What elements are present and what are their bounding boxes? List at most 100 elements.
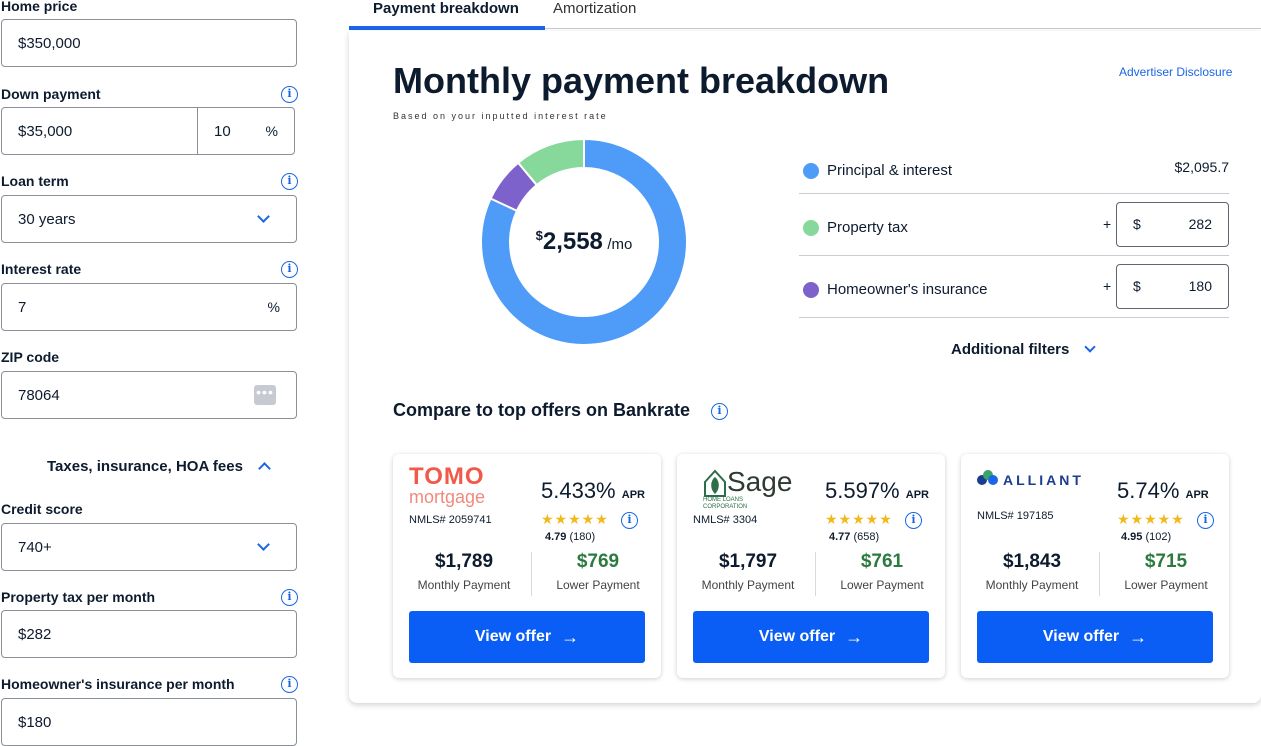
divider <box>799 193 1229 194</box>
property-tax-amount-input[interactable]: $ 282 <box>1116 202 1229 247</box>
arrow-right-icon: → <box>845 626 864 647</box>
credit-score-select[interactable]: 740+ <box>1 523 297 571</box>
chevron-down-icon <box>257 538 270 551</box>
monthly-payment: $1,797 Monthly Payment <box>677 551 819 592</box>
property-tax-value: $282 <box>18 625 52 643</box>
apr-label: APR <box>1185 489 1209 501</box>
apr-value: 5.597% <box>825 478 900 503</box>
interest-rate-label: Interest rate <box>1 261 82 277</box>
plus-sign: + <box>1103 216 1112 232</box>
tab-label: Payment breakdown <box>373 0 519 17</box>
legend-label: Principal & interest <box>827 162 953 179</box>
divider <box>815 552 816 596</box>
nmls-number: NMLS# 197185 <box>977 510 1054 522</box>
lower-payment: $769 Lower Payment <box>535 551 661 592</box>
taxes-toggle[interactable]: Taxes, insurance, HOA fees <box>47 458 243 475</box>
advertiser-disclosure-link[interactable]: Advertiser Disclosure <box>1119 65 1233 79</box>
legend-label: Homeowner's insurance <box>827 281 988 298</box>
tab-payment-breakdown[interactable]: Payment breakdown <box>349 0 545 30</box>
plus-sign: + <box>1103 278 1112 294</box>
view-offer-button[interactable]: View offer → <box>977 611 1213 663</box>
offer-card-sage: Sage HOME LOANS CORPORATION NMLS# 3304 5… <box>677 454 945 678</box>
info-icon[interactable]: i <box>281 173 298 190</box>
monthly-payment-value: $1,843 <box>1002 551 1062 572</box>
subtitle: Based on your inputted interest rate <box>393 111 608 121</box>
loan-term-label: Loan term <box>1 173 69 189</box>
rating: 4.79 (180) <box>545 531 595 543</box>
info-icon[interactable]: i <box>281 261 298 278</box>
nmls-number: NMLS# 3304 <box>693 514 758 526</box>
donut-total: $2,558 /mo <box>484 228 684 256</box>
logo-text: Sage <box>727 466 793 497</box>
down-payment-percent-input[interactable]: 10% <box>197 107 295 155</box>
zip-code-input[interactable]: 78064 ••• <box>1 371 297 419</box>
apr-value: 5.74% <box>1117 478 1180 503</box>
rating-value: 4.95 <box>1121 531 1143 543</box>
more-dots-icon: ••• <box>254 385 276 405</box>
tax-amount: 282 <box>1188 216 1212 232</box>
total-period: /mo <box>607 236 633 253</box>
rating-value: 4.77 <box>829 531 851 543</box>
interest-rate-value: 7 <box>18 298 27 316</box>
view-offer-button[interactable]: View offer → <box>409 611 645 663</box>
total-amount: 2,558 <box>542 228 603 255</box>
donut-segment-property-tax <box>516 138 585 187</box>
monthly-payment-label: Monthly Payment <box>985 578 1079 592</box>
info-icon[interactable]: i <box>281 86 298 103</box>
property-tax-input[interactable]: $282 <box>1 610 297 658</box>
review-count: (102) <box>1145 531 1172 543</box>
info-icon[interactable]: i <box>281 589 298 606</box>
apr-label: APR <box>621 489 645 501</box>
info-icon[interactable]: i <box>1197 512 1214 529</box>
logo-subtext: mortgage <box>409 487 486 507</box>
alliant-mark-icon <box>977 470 998 485</box>
logo-text: TOMO <box>409 463 485 490</box>
star-icon: ★★★★★ <box>541 511 609 527</box>
monthly-payment-label: Monthly Payment <box>417 578 511 592</box>
review-count: (658) <box>853 531 880 543</box>
additional-filters-label: Additional filters <box>951 341 1070 358</box>
arrow-right-icon: → <box>1129 626 1148 647</box>
dollar-sign: $ <box>1133 216 1141 232</box>
review-count: (180) <box>569 531 596 543</box>
monthly-payment-value: $1,789 <box>434 551 494 572</box>
info-icon[interactable]: i <box>711 403 728 420</box>
divider <box>531 552 532 596</box>
home-price-input[interactable]: $350,000 <box>1 19 297 67</box>
zip-code-value: 78064 <box>18 386 60 404</box>
tab-divider <box>349 28 1261 29</box>
button-label: View offer <box>758 628 836 645</box>
divider <box>799 255 1229 256</box>
lower-payment-value: $715 <box>1144 551 1188 572</box>
total-currency: $ <box>535 228 543 243</box>
star-icon: ★★★★★ <box>1117 511 1185 527</box>
insurance-amount-input[interactable]: $ 180 <box>1116 264 1229 309</box>
interest-rate-input[interactable]: 7% <box>1 283 297 331</box>
additional-filters-button[interactable]: Additional filters <box>951 341 1069 358</box>
logo-text: ALLIANT <box>1003 472 1084 488</box>
legend-principal: Principal & interest $2,095.7 <box>799 155 1229 217</box>
apr: 5.433% APR <box>541 478 645 504</box>
loan-term-select[interactable]: 30 years <box>1 195 297 243</box>
tomo-logo: TOMO mortgage <box>409 463 486 508</box>
apr-value: 5.433% <box>541 478 616 503</box>
info-icon[interactable]: i <box>281 676 298 693</box>
page-title: Monthly payment breakdown <box>393 60 890 101</box>
down-payment-input[interactable]: $35,000 <box>1 107 199 155</box>
rating: 4.77 (658) <box>829 531 879 543</box>
info-icon[interactable]: i <box>905 512 922 529</box>
button-label: View offer <box>474 628 552 645</box>
property-tax-label: Property tax per month <box>1 589 156 605</box>
lower-payment-label: Lower Payment <box>556 578 640 592</box>
insurance-input[interactable]: $180 <box>1 698 297 746</box>
insurance-value: $180 <box>18 713 52 731</box>
principal-value: $2,095.7 <box>1174 159 1230 175</box>
chevron-up-icon[interactable] <box>258 462 271 475</box>
view-offer-button[interactable]: View offer → <box>693 611 929 663</box>
tab-label: Amortization <box>553 0 637 17</box>
tab-amortization[interactable]: Amortization <box>529 0 660 30</box>
legend-property-tax: Property tax <box>799 212 1229 274</box>
info-icon[interactable]: i <box>621 512 638 529</box>
down-payment-label: Down payment <box>1 86 101 102</box>
button-label: View offer <box>1042 628 1120 645</box>
